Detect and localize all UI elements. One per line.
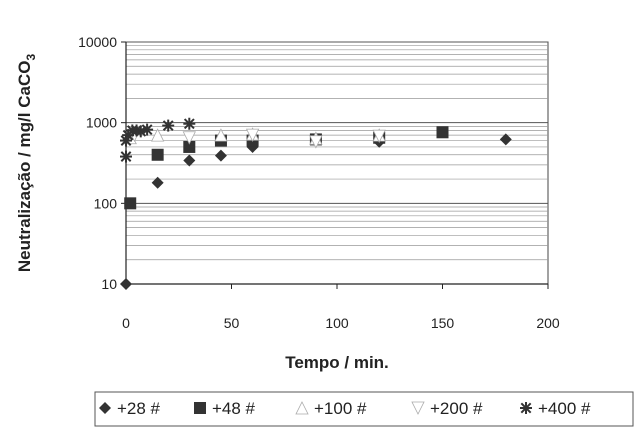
data-point [214, 149, 227, 162]
legend-label: +48 # [212, 399, 256, 418]
legend-box [94, 391, 634, 427]
data-point [120, 150, 132, 163]
legend: +28 # +48 # +100 # +200 # +400 # [99, 399, 591, 418]
x-tick-label: 150 [431, 315, 455, 331]
x-tick-label: 0 [122, 315, 130, 331]
data-point [372, 129, 386, 144]
data-point [162, 119, 175, 132]
legend-marker [411, 401, 425, 415]
x-ticks: 0 50 100 150 200 [122, 284, 560, 331]
x-tick-label: 100 [325, 315, 349, 331]
data-point [183, 117, 196, 130]
y-ticks: 10 100 1000 10000 [78, 34, 126, 292]
y-tick-label: 100 [94, 195, 118, 211]
data-point [499, 133, 512, 146]
data-point [183, 140, 196, 153]
data-points [120, 117, 512, 290]
data-point [183, 154, 196, 167]
legend-label: +100 # [314, 399, 367, 418]
legend-marker [295, 401, 309, 415]
data-point [182, 131, 196, 145]
y-tick-label: 1000 [86, 115, 117, 131]
legend-label: +200 # [430, 399, 483, 418]
legend-marker [520, 402, 532, 414]
data-point [151, 148, 164, 161]
data-point [120, 278, 132, 290]
data-point [245, 128, 260, 143]
data-point [141, 123, 154, 136]
data-point [124, 197, 137, 210]
data-point [436, 126, 449, 139]
y-tick-label: 10 [101, 276, 117, 292]
legend-label: +28 # [117, 399, 161, 418]
y-axis-title-subscript: 3 [24, 54, 38, 61]
data-point [214, 128, 228, 142]
plot-area [125, 41, 549, 285]
y-tick-label: 10000 [78, 34, 117, 50]
grid-lines [126, 41, 548, 261]
data-point [151, 176, 164, 189]
y-axis-title: Neutralização / mg/l CaCO3 [15, 54, 38, 273]
legend-marker [194, 402, 206, 414]
y-axis-title-main: Neutralização / mg/l CaCO [15, 61, 34, 273]
data-point [309, 135, 323, 149]
x-tick-label: 50 [224, 315, 240, 331]
legend-label: +400 # [538, 399, 591, 418]
legend-marker [99, 402, 111, 414]
x-axis-title: Tempo / min. [285, 353, 389, 372]
x-tick-label: 200 [536, 315, 560, 331]
data-point [151, 128, 165, 142]
